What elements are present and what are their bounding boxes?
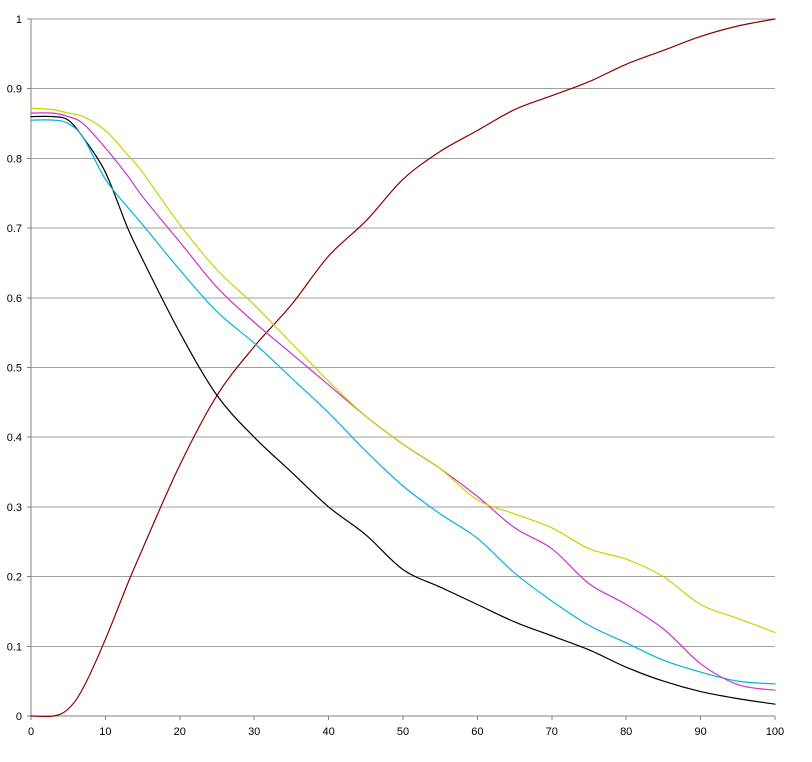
y-tick-label: 0.7 (7, 223, 22, 235)
y-tick-label: 1 (16, 14, 22, 26)
x-tick-label: 100 (766, 726, 784, 738)
x-tick-label: 90 (694, 726, 706, 738)
y-tick-label: 0.9 (7, 84, 22, 96)
series-line-5 (30, 107, 776, 633)
y-tick-label: 0.1 (7, 641, 22, 653)
x-tick-label: 70 (546, 726, 558, 738)
x-tick-label: 30 (248, 726, 260, 738)
x-tick-label: 80 (620, 726, 632, 738)
series-line-3 (30, 119, 776, 685)
series-line-2 (30, 115, 776, 705)
series-lines (30, 18, 776, 718)
x-tick-label: 20 (174, 726, 186, 738)
y-tick-label: 0.8 (7, 153, 22, 165)
x-tick-label: 60 (471, 726, 483, 738)
y-tick-label: 0 (16, 711, 22, 723)
y-tick-label: 0.6 (7, 293, 22, 305)
y-tick-label: 0.4 (7, 432, 22, 444)
x-axis-ticks: 0 10 20 30 40 50 60 70 80 90 100 (28, 716, 784, 738)
series-line-1 (30, 18, 776, 718)
x-tick-label: 40 (322, 726, 334, 738)
gridlines (31, 18, 775, 647)
y-tick-label: 0.2 (7, 572, 22, 584)
series-line-4 (30, 112, 776, 691)
x-tick-label: 50 (397, 726, 409, 738)
y-axis-ticks: 0 0.1 0.2 0.3 0.4 0.5 0.6 0.7 0.8 0.9 1 (7, 14, 31, 723)
x-tick-label: 10 (99, 726, 111, 738)
x-tick-label: 0 (28, 726, 34, 738)
y-tick-label: 0.5 (7, 363, 22, 375)
y-tick-label: 0.3 (7, 502, 22, 514)
